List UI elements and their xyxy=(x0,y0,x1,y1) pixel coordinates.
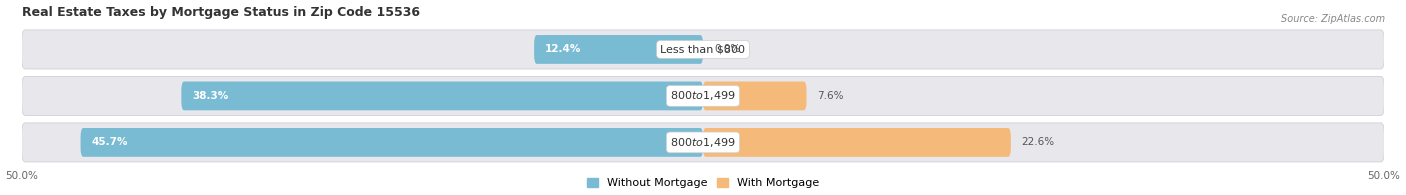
Text: $800 to $1,499: $800 to $1,499 xyxy=(671,136,735,149)
FancyBboxPatch shape xyxy=(21,76,1385,115)
Text: 12.4%: 12.4% xyxy=(546,44,582,54)
Text: 7.6%: 7.6% xyxy=(817,91,844,101)
Text: Real Estate Taxes by Mortgage Status in Zip Code 15536: Real Estate Taxes by Mortgage Status in … xyxy=(22,5,420,19)
Text: 22.6%: 22.6% xyxy=(1022,137,1054,147)
Text: 45.7%: 45.7% xyxy=(91,137,128,147)
FancyBboxPatch shape xyxy=(181,82,703,110)
FancyBboxPatch shape xyxy=(703,128,1011,157)
FancyBboxPatch shape xyxy=(703,82,807,110)
Text: Source: ZipAtlas.com: Source: ZipAtlas.com xyxy=(1281,14,1385,24)
FancyBboxPatch shape xyxy=(21,30,1385,69)
FancyBboxPatch shape xyxy=(80,128,703,157)
FancyBboxPatch shape xyxy=(534,35,703,64)
Legend: Without Mortgage, With Mortgage: Without Mortgage, With Mortgage xyxy=(588,178,818,188)
Text: $800 to $1,499: $800 to $1,499 xyxy=(671,90,735,102)
Text: 0.0%: 0.0% xyxy=(714,44,740,54)
FancyBboxPatch shape xyxy=(21,123,1385,162)
Text: 38.3%: 38.3% xyxy=(193,91,229,101)
Text: Less than $800: Less than $800 xyxy=(661,44,745,54)
